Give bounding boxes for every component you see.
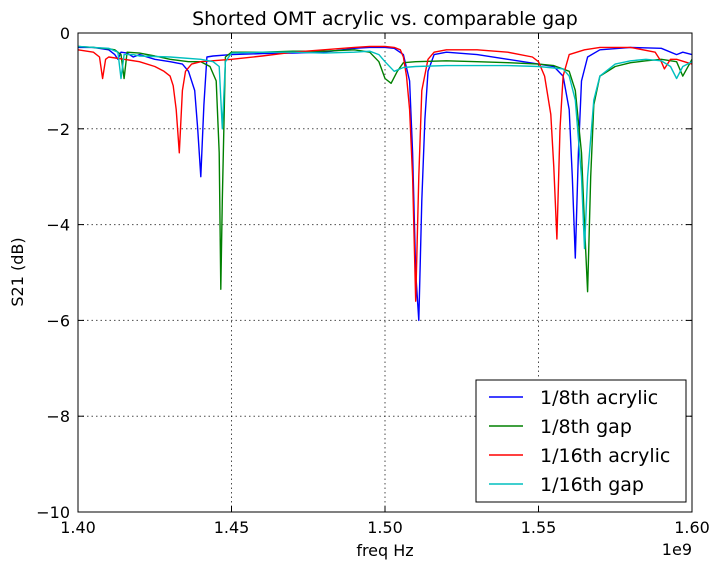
x-tick-label: 1.60: [674, 518, 710, 537]
legend-label: 1/8th gap: [540, 416, 632, 438]
y-tick-label: −2: [46, 120, 70, 139]
y-tick-label: −10: [36, 503, 70, 522]
x-tick-label: 1.45: [214, 518, 250, 537]
x-tick-label: 1.55: [521, 518, 557, 537]
x-tick-label: 1.40: [60, 518, 96, 537]
y-tick-label: −4: [46, 216, 70, 235]
x-tick-label: 1.50: [367, 518, 403, 537]
chart-title: Shorted OMT acrylic vs. comparable gap: [192, 8, 578, 30]
x-offset-label: 1e9: [662, 540, 692, 559]
series-line-1-8th-acrylic: [78, 46, 693, 322]
legend-label: 1/16th acrylic: [540, 445, 670, 467]
series-lines: [77, 45, 693, 322]
y-axis-label: S21 (dB): [8, 237, 27, 306]
x-axis-label: freq Hz: [356, 541, 413, 560]
legend-label: 1/16th gap: [540, 474, 644, 496]
y-tick-label: 0: [60, 24, 70, 43]
legend-box: [475, 379, 687, 503]
legend-label: 1/8th acrylic: [540, 387, 658, 409]
y-tick-label: −6: [46, 311, 70, 330]
series-line-1-16th-acrylic: [77, 45, 693, 302]
y-tick-label: −8: [46, 407, 70, 426]
x-axis-ticks: 1.40 1.45 1.50 1.55 1.60: [60, 33, 710, 537]
grid: [78, 33, 692, 512]
y-axis-ticks: 0 −2 −4 −6 −8 −10: [36, 24, 692, 522]
legend: 1/8th acrylic 1/8th gap 1/16th acrylic 1/16…: [475, 379, 687, 503]
series-line-1-16th-gap: [77, 45, 693, 250]
